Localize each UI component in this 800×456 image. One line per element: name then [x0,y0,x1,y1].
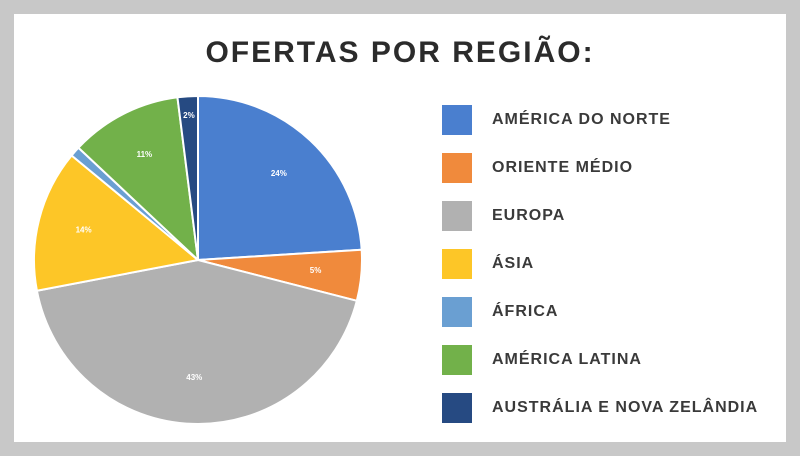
pie-chart: 24% 5% 43% 14% 11% 2% [14,14,394,442]
legend-item-asia: ÁSIA [442,240,758,288]
legend-item-australia-e-nova-zelandia: AUSTRÁLIA E NOVA ZELÂNDIA [442,384,758,432]
legend-item-oriente-medio: ORIENTE MÉDIO [442,144,758,192]
legend-label: EUROPA [492,207,566,224]
legend-swatch [442,201,472,231]
legend-swatch [442,249,472,279]
pie-slice-australia-e-nova-zelandia [176,95,199,261]
legend-label: AUSTRÁLIA E NOVA ZELÂNDIA [492,399,759,416]
chart-legend: AMÉRICA DO NORTE ORIENTE MÉDIO EUROPA ÁSIA Á… [442,96,758,432]
pie-slice-asia [33,154,199,292]
legend-item-africa: ÁFRICA [442,288,758,336]
data-label-europa: 43% [186,373,202,382]
data-label-oriente-medio: 5% [310,266,322,275]
legend-swatch [442,297,472,327]
legend-label: AMÉRICA DO NORTE [492,111,671,128]
pie-slice-america-do-norte [197,95,363,261]
chart-title: OFERTAS POR REGIÃO: [205,36,595,69]
data-label-australia-e-nova-zelandia: 2% [183,111,195,120]
legend-swatch [442,153,472,183]
data-label-america-do-norte: 24% [271,169,287,178]
legend-label: ÁFRICA [492,303,559,320]
data-label-america-latina: 11% [137,150,153,159]
legend-swatch [442,393,472,423]
legend-label: AMÉRICA LATINA [492,351,642,368]
legend-item-europa: EUROPA [442,192,758,240]
pie-slice-europa [35,259,358,425]
legend-swatch [442,345,472,375]
pie-slice-america-latina [77,96,199,261]
legend-swatch [442,105,472,135]
legend-item-america-latina: AMÉRICA LATINA [442,336,758,384]
legend-label: ORIENTE MÉDIO [492,159,634,176]
pie-chart-svg: 24% 5% 43% 14% 11% 2% [33,95,363,425]
legend-item-america-do-norte: AMÉRICA DO NORTE [442,96,758,144]
chart-frame: OFERTAS POR REGIÃO: 24% 5% 43% 14% 11% 2% AMÉ… [14,14,786,442]
legend-label: ÁSIA [492,255,535,272]
data-label-asia: 14% [76,226,92,235]
